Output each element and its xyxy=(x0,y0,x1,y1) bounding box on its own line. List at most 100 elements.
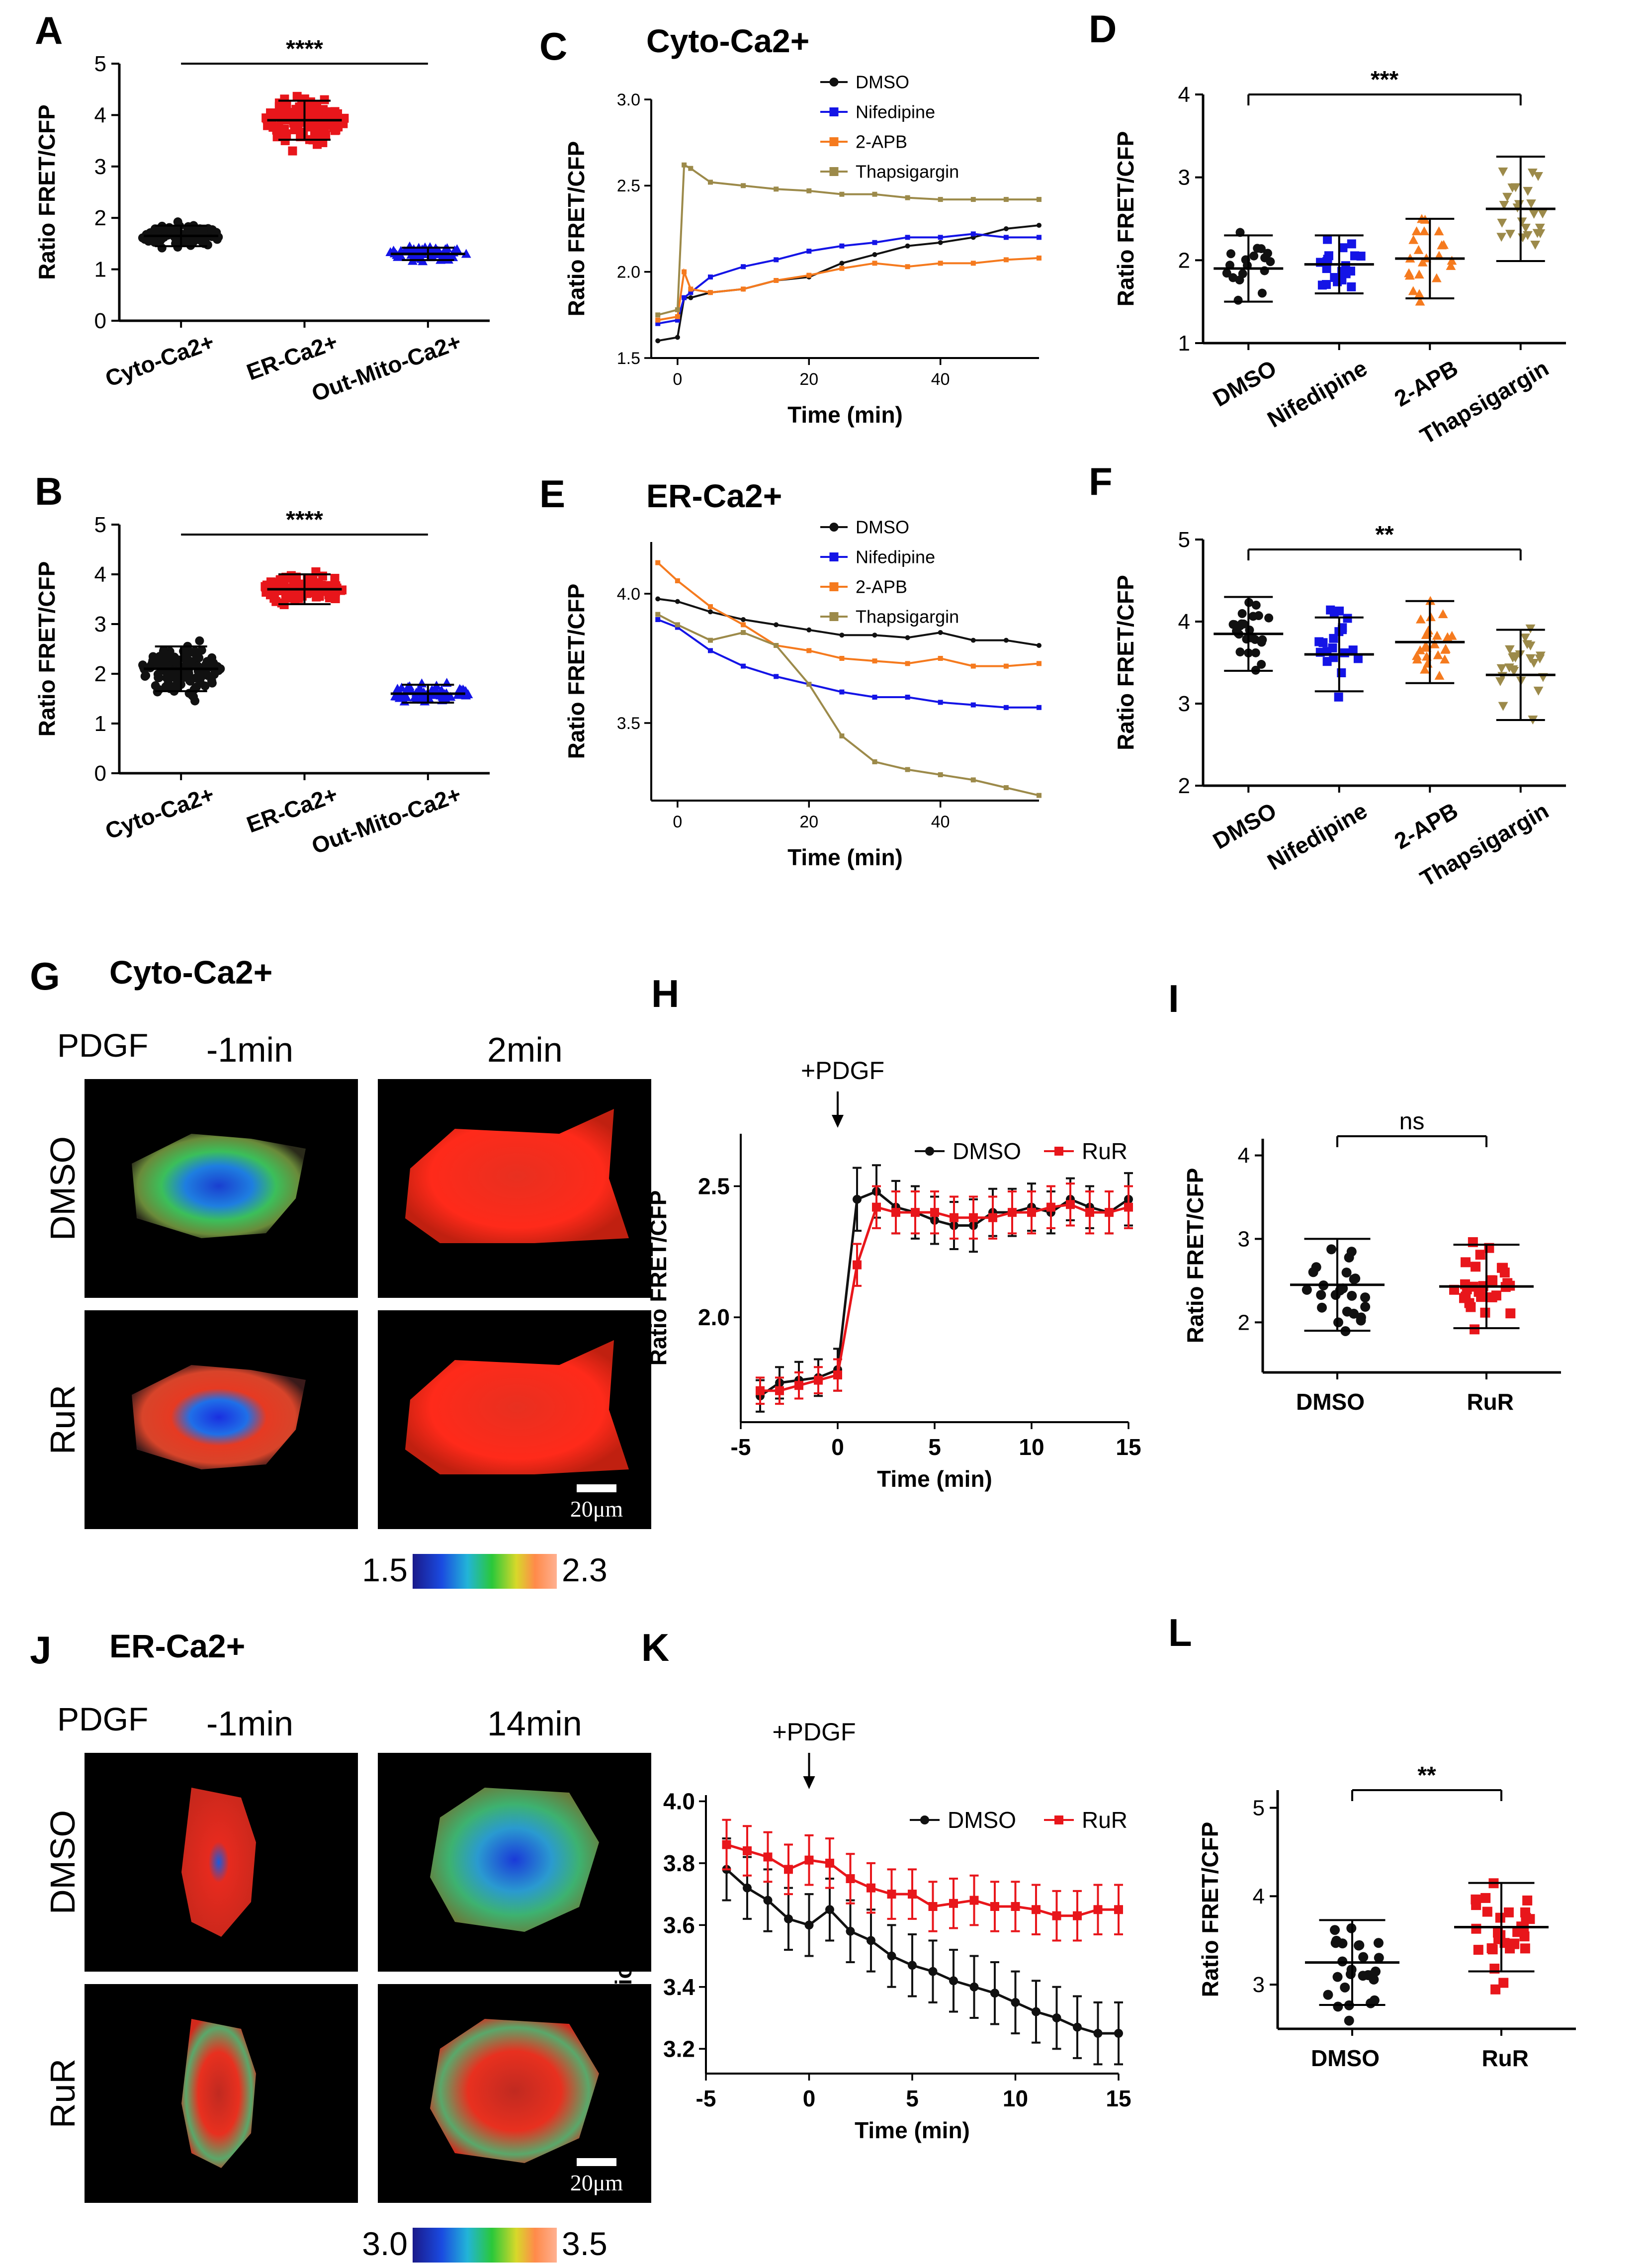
data-point xyxy=(1419,226,1429,236)
data-point xyxy=(774,186,779,192)
y-tick-label: 2 xyxy=(94,662,106,686)
data-point xyxy=(675,317,680,323)
x-tick-label: 0 xyxy=(831,1434,844,1460)
data-point xyxy=(1374,1953,1384,1963)
data-point xyxy=(1466,1302,1476,1312)
data-point xyxy=(784,1914,793,1923)
data-point xyxy=(1475,1250,1485,1260)
data-point xyxy=(1302,1284,1312,1295)
data-point xyxy=(806,188,812,193)
data-point xyxy=(299,129,308,138)
data-point xyxy=(950,1213,958,1222)
data-point xyxy=(839,689,845,695)
data-point xyxy=(1417,257,1428,267)
data-point xyxy=(1334,692,1343,702)
data-point xyxy=(675,307,680,312)
data-point xyxy=(839,261,845,266)
data-point xyxy=(872,261,877,266)
category-label: Nifedipine xyxy=(1263,798,1372,875)
data-point xyxy=(1502,192,1512,202)
data-point xyxy=(741,630,746,635)
data-point xyxy=(1510,183,1521,192)
data-point xyxy=(1348,645,1358,655)
scale-label: 20μm xyxy=(570,2170,623,2195)
cell-body xyxy=(430,1788,599,1932)
data-point xyxy=(1330,273,1339,282)
panel-letter: L xyxy=(1168,1611,1192,1654)
legend-marker xyxy=(829,552,839,561)
data-point xyxy=(192,682,201,692)
legend-label: DMSO xyxy=(856,517,909,538)
data-point xyxy=(1373,1938,1384,1948)
data-point xyxy=(867,1936,875,1945)
panel-letter: D xyxy=(1089,7,1117,51)
data-point xyxy=(209,670,219,679)
data-point xyxy=(1438,609,1448,619)
data-point xyxy=(804,1920,814,1930)
data-point xyxy=(763,1852,773,1862)
x-tick-label: -5 xyxy=(696,2086,716,2111)
data-point xyxy=(872,658,877,664)
data-point xyxy=(1239,619,1248,629)
data-point xyxy=(655,617,661,622)
annotation-arrowhead xyxy=(803,1776,815,1789)
data-point xyxy=(406,685,416,695)
data-point xyxy=(1222,269,1231,278)
data-point xyxy=(853,1260,862,1270)
data-point xyxy=(970,261,976,266)
data-point xyxy=(1510,653,1521,663)
data-point xyxy=(806,682,812,687)
color-bar xyxy=(413,1554,557,1589)
y-tick-label: 4.0 xyxy=(663,1789,695,1814)
data-point xyxy=(313,109,322,119)
data-point xyxy=(266,577,275,587)
data-point xyxy=(743,1883,752,1893)
panel-letter: B xyxy=(35,469,63,513)
data-point xyxy=(1437,240,1447,250)
legend-label: DMSO xyxy=(953,1138,1021,1164)
data-point xyxy=(1347,282,1356,291)
y-tick-label: 3 xyxy=(1178,692,1190,716)
data-point xyxy=(1525,641,1536,651)
data-point xyxy=(1480,1893,1491,1903)
data-point xyxy=(1473,1945,1483,1955)
data-point xyxy=(1360,1302,1371,1312)
panel-G: G Cyto-Ca2+ PDGF -1min 2min DMSO RuR 20μm 1.5 2.3 xyxy=(30,954,651,1589)
significance-label: ns xyxy=(1399,1108,1425,1135)
data-point xyxy=(1328,643,1337,652)
cell-body xyxy=(181,1788,256,1937)
data-point xyxy=(1408,235,1419,244)
x-tick-label: 5 xyxy=(906,2086,919,2111)
data-point xyxy=(1003,197,1009,202)
y-tick-label: 3 xyxy=(94,612,106,636)
data-point xyxy=(1323,235,1332,244)
data-point xyxy=(331,594,340,603)
row-label: DMSO xyxy=(43,1136,82,1241)
y-tick-label: 1.5 xyxy=(617,349,640,368)
data-point xyxy=(806,627,812,633)
data-point xyxy=(1347,239,1356,249)
data-point xyxy=(138,660,148,670)
panel-J: J ER-Ca2+ PDGF -1min 14min DMSO RuR 20μm 3.0 3.5 xyxy=(30,1628,651,2263)
data-point xyxy=(1003,705,1009,710)
data-point xyxy=(1411,226,1422,236)
data-point xyxy=(887,1890,896,1899)
stimulus-label: PDGF xyxy=(57,1027,148,1064)
data-point xyxy=(839,191,845,197)
stimulus-label: PDGF xyxy=(57,1701,148,1737)
data-point xyxy=(1330,1290,1341,1300)
data-point xyxy=(159,646,168,656)
data-point xyxy=(1318,638,1328,647)
y-axis-label: Ratio FRET/CFP xyxy=(1113,131,1138,307)
data-point xyxy=(1490,1984,1501,1995)
data-point xyxy=(1460,1257,1471,1268)
data-point xyxy=(806,648,812,653)
data-point xyxy=(928,1902,938,1911)
y-tick-label: 2.5 xyxy=(698,1174,730,1199)
data-point xyxy=(1340,1982,1350,1993)
data-point xyxy=(1520,634,1530,643)
data-point xyxy=(1440,654,1450,664)
y-tick-label: 4.0 xyxy=(617,585,640,604)
data-point xyxy=(688,286,694,292)
